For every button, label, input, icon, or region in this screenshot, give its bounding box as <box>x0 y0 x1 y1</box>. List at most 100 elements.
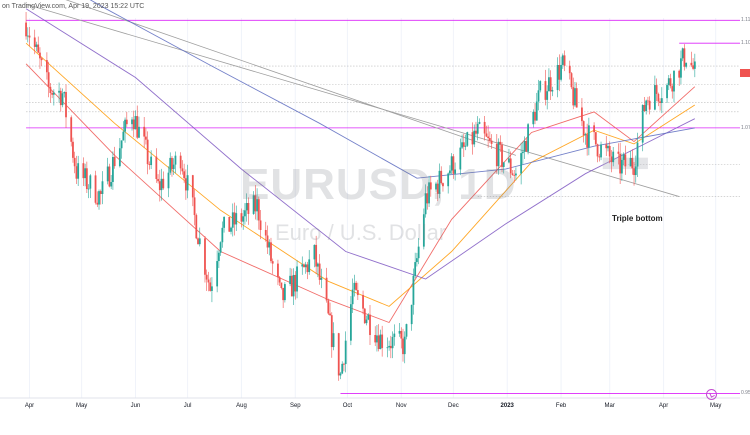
candle-body <box>316 263 319 267</box>
candle-body <box>337 333 340 376</box>
candle-body <box>59 90 62 106</box>
candle-body <box>33 37 36 47</box>
candle-body <box>386 347 389 349</box>
candle-body <box>568 65 571 74</box>
candle-body <box>561 55 564 65</box>
time-axis-label: Dec <box>448 403 459 409</box>
candle-body <box>320 277 323 280</box>
candle-body <box>587 125 590 148</box>
candle-body <box>570 73 573 88</box>
candle-body <box>355 282 358 291</box>
candle-body <box>381 334 384 348</box>
candle-body <box>556 64 559 91</box>
candle-body <box>459 147 462 170</box>
candle-body <box>256 199 258 212</box>
candle-body <box>233 212 236 225</box>
time-axis-label: Feb <box>555 403 567 409</box>
candle-body <box>435 183 437 190</box>
candle-body <box>429 182 432 190</box>
candle-body <box>685 62 688 67</box>
candle-body <box>629 157 632 167</box>
candle-body <box>270 242 272 262</box>
candle-body <box>657 93 660 102</box>
candle-body <box>690 62 693 66</box>
tradingview-logo-icon <box>706 389 717 400</box>
candle-body <box>586 134 589 148</box>
candle-body <box>325 277 328 301</box>
candle-body <box>205 274 208 280</box>
candle-body <box>666 85 668 99</box>
candle-body <box>150 156 153 166</box>
candle-body <box>641 104 644 143</box>
candle-body <box>72 141 74 158</box>
candle-body <box>84 168 87 179</box>
candle-body <box>46 60 48 73</box>
candle-body <box>266 235 269 248</box>
candle-body <box>681 48 684 59</box>
candle-body <box>521 151 524 154</box>
candle-body <box>157 179 159 182</box>
candle-body <box>112 156 114 183</box>
candle-body <box>77 163 80 179</box>
candle-body <box>643 104 646 112</box>
candle-body <box>365 319 368 324</box>
candle-body <box>683 48 686 67</box>
candle-body <box>495 143 498 167</box>
candle-body <box>660 98 663 103</box>
candles <box>25 12 696 381</box>
candle-body <box>52 92 55 95</box>
candle-body <box>442 183 444 187</box>
candle-body <box>106 166 109 182</box>
candle-body <box>426 193 429 204</box>
candle-body <box>624 154 627 167</box>
candle-body <box>412 275 415 305</box>
candle-body <box>461 142 463 148</box>
candle-body <box>584 134 587 136</box>
candle-body <box>363 308 366 324</box>
candle-body <box>40 58 43 61</box>
candle-body <box>277 263 279 278</box>
candle-body <box>132 119 135 130</box>
candle-body <box>447 173 450 187</box>
candle-body <box>598 156 601 158</box>
candle-body <box>47 72 50 87</box>
candle-body <box>113 156 116 167</box>
candle-body <box>195 215 198 239</box>
candle-body <box>513 174 516 176</box>
candle-body <box>70 117 73 142</box>
candle-body <box>63 92 66 94</box>
candle-body <box>315 244 318 267</box>
candle-body <box>155 156 158 180</box>
trend-lines <box>25 0 680 197</box>
candle-body <box>252 195 255 214</box>
candle-body <box>416 258 418 263</box>
candle-body <box>414 262 417 276</box>
time-axis-label: Apr <box>658 403 669 409</box>
candle-body <box>508 158 510 163</box>
candle-body <box>73 157 76 167</box>
candle-body <box>610 156 613 163</box>
candle-body <box>379 334 382 350</box>
candle-body <box>25 22 27 37</box>
candle-body <box>247 202 250 214</box>
candle-body <box>523 140 526 152</box>
candle-body <box>593 125 595 133</box>
candle-body <box>330 315 333 348</box>
candle-body <box>313 244 316 260</box>
candle-body <box>403 336 406 355</box>
candle-body <box>669 78 672 87</box>
candle-body <box>134 116 137 130</box>
candle-body <box>242 216 245 222</box>
candle-body <box>636 142 639 167</box>
candle-body <box>143 126 146 137</box>
time-axis-label: Oct <box>342 403 353 409</box>
candle-body <box>617 151 620 154</box>
watermark-description: Euro / U.S. Dollar <box>275 220 447 245</box>
candle-body <box>99 191 102 195</box>
candle-body <box>294 274 297 292</box>
moving-averages <box>25 0 696 324</box>
candle-body <box>235 213 238 225</box>
candle-body <box>473 130 476 145</box>
candle-body <box>572 87 575 106</box>
